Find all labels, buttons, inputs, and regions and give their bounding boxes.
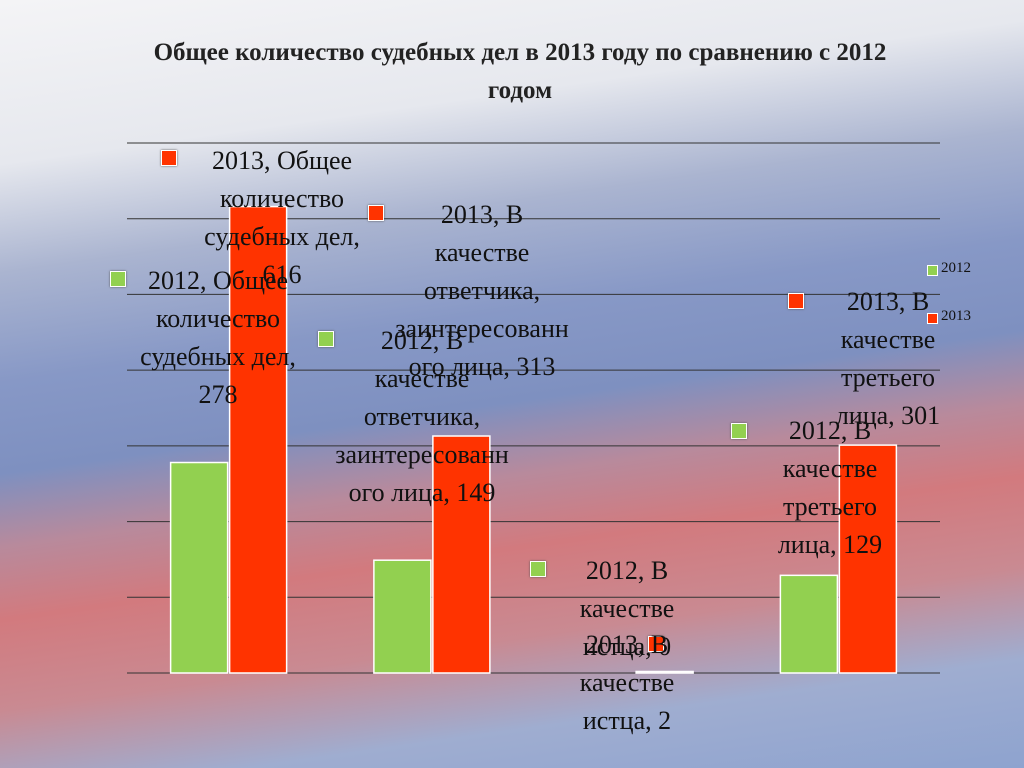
chart-title: Общее количество судебных дел в 2013 год…	[153, 39, 887, 104]
bar	[838, 444, 898, 674]
bar	[779, 574, 839, 674]
label-marker	[530, 561, 546, 577]
bar	[432, 435, 491, 674]
data-label: 2013, Общее количество судебных дел, 616	[204, 146, 360, 289]
data-label: 2013, В качестве ответчика, заинтересова…	[395, 200, 569, 381]
data-label: 2012, В качестве истца, 0	[579, 556, 675, 661]
bar	[373, 559, 432, 674]
label-marker	[368, 205, 384, 221]
bar	[228, 205, 288, 674]
data-label: 2012, Общее количество судебных дел, 278	[140, 266, 296, 409]
legend-label: 2013	[941, 308, 971, 324]
label-marker	[731, 423, 747, 439]
label-marker	[161, 150, 177, 166]
data-label: 2013, В качестве третьего лица, 301	[835, 287, 941, 430]
label-marker	[110, 271, 126, 287]
legend-marker	[927, 265, 938, 276]
data-label: 2012, В качестве ответчика, заинтересова…	[335, 326, 509, 507]
label-marker	[318, 331, 334, 347]
bar	[635, 670, 694, 674]
legend-marker	[927, 313, 938, 324]
bar	[169, 461, 229, 674]
data-label: 2012, В качестве третьего лица, 129	[777, 416, 883, 559]
label-marker	[648, 636, 664, 652]
data-label: 2013, В качестве истца, 2	[579, 630, 675, 735]
label-marker	[788, 293, 804, 309]
legend-label: 2012	[941, 260, 971, 276]
